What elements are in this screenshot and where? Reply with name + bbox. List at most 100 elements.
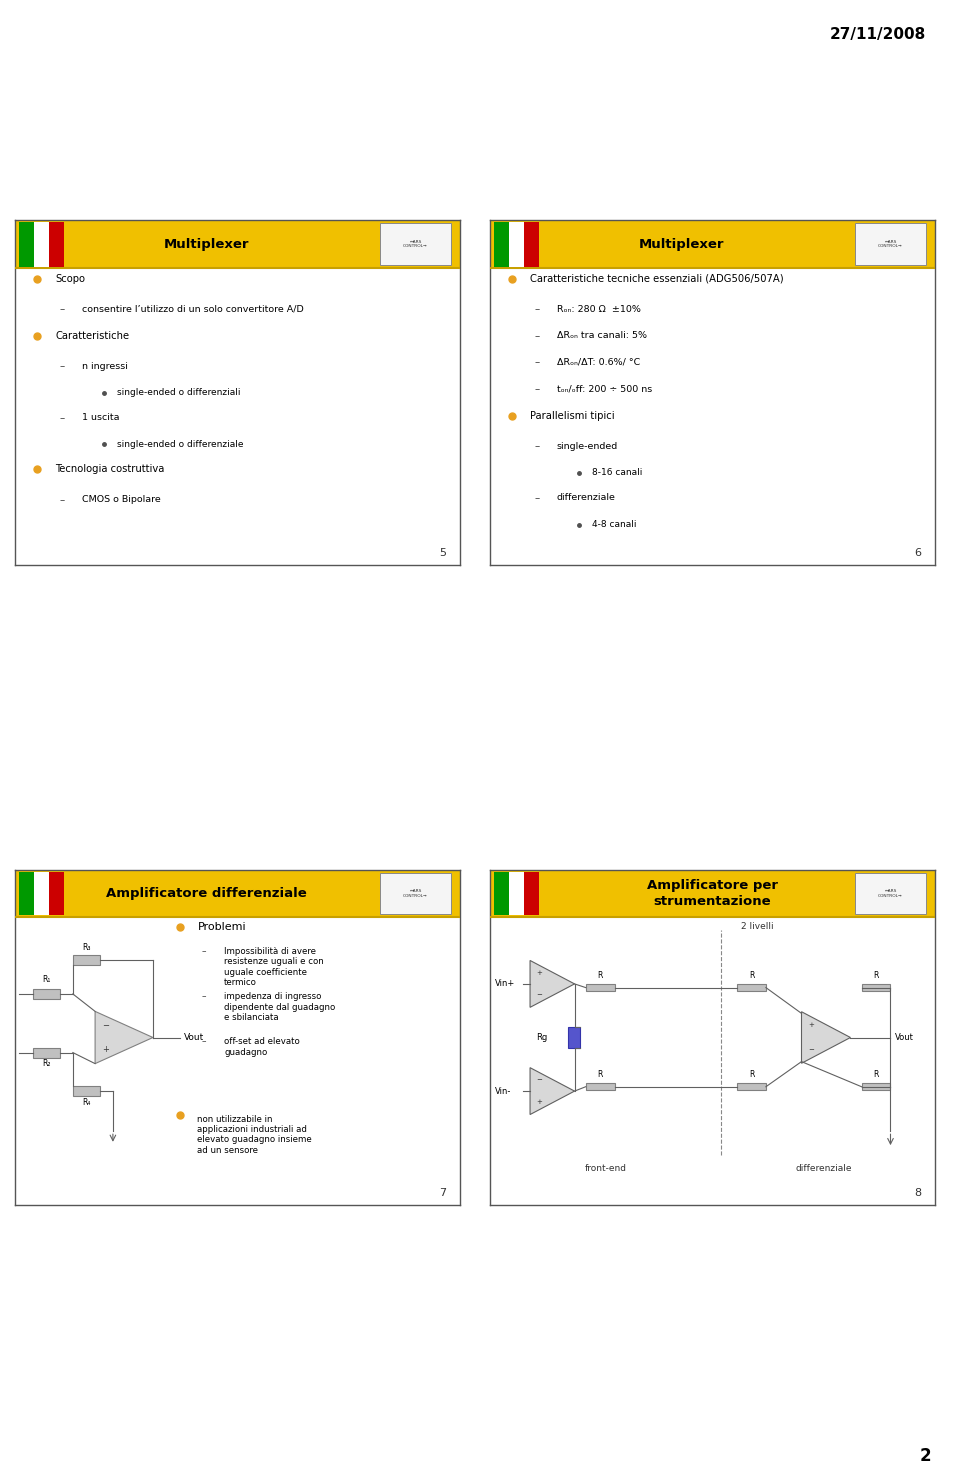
- Text: Parallelismi tipici: Parallelismi tipici: [530, 411, 614, 421]
- Text: Caratteristiche tecniche essenziali (ADG506/507A): Caratteristiche tecniche essenziali (ADG…: [530, 274, 783, 283]
- Text: R: R: [874, 1069, 879, 1078]
- Text: R₃: R₃: [82, 943, 90, 952]
- Text: −: −: [537, 1077, 542, 1083]
- Text: ←ARS
CONTROL→: ←ARS CONTROL→: [878, 240, 902, 249]
- Text: −: −: [102, 1020, 108, 1029]
- Text: Problemi: Problemi: [198, 922, 246, 931]
- Text: n ingressi: n ingressi: [82, 362, 128, 371]
- FancyBboxPatch shape: [35, 872, 49, 915]
- Text: Tecnologia costruttiva: Tecnologia costruttiva: [55, 464, 164, 475]
- FancyBboxPatch shape: [15, 219, 460, 268]
- Text: −: −: [537, 992, 542, 998]
- Text: Impossibilità di avere
resistenze uguali e con
uguale coefficiente
termico: Impossibilità di avere resistenze uguali…: [224, 948, 324, 988]
- Text: 2: 2: [920, 1447, 931, 1465]
- Text: R: R: [749, 970, 755, 980]
- FancyBboxPatch shape: [509, 222, 524, 267]
- Text: –: –: [60, 412, 64, 423]
- Text: non utilizzabile in
applicazioni industriali ad
elevato guadagno insieme
ad un s: non utilizzabile in applicazioni industr…: [198, 1115, 312, 1155]
- Text: 7: 7: [440, 1188, 446, 1198]
- Text: –: –: [535, 331, 540, 341]
- Text: +: +: [537, 970, 542, 976]
- Text: –: –: [202, 992, 206, 1001]
- Text: R: R: [749, 1069, 755, 1078]
- FancyBboxPatch shape: [490, 871, 935, 916]
- Text: 2 livelli: 2 livelli: [741, 922, 774, 931]
- Polygon shape: [95, 1011, 153, 1063]
- FancyBboxPatch shape: [568, 1028, 581, 1047]
- Text: –: –: [202, 948, 206, 957]
- Text: single-ended o differenziali: single-ended o differenziali: [117, 389, 241, 397]
- Text: R₁: R₁: [42, 974, 50, 983]
- FancyBboxPatch shape: [855, 224, 926, 265]
- FancyBboxPatch shape: [737, 983, 766, 991]
- Text: tₒₙ/ₒff: 200 ÷ 500 ns: tₒₙ/ₒff: 200 ÷ 500 ns: [557, 384, 652, 393]
- FancyBboxPatch shape: [380, 873, 451, 914]
- Text: differenziale: differenziale: [796, 1164, 852, 1173]
- Text: +: +: [808, 1022, 814, 1028]
- FancyBboxPatch shape: [19, 872, 35, 915]
- FancyBboxPatch shape: [524, 222, 539, 267]
- FancyBboxPatch shape: [49, 872, 63, 915]
- Text: off-set ad elevato
guadagno: off-set ad elevato guadagno: [224, 1038, 300, 1057]
- Text: Amplificatore differenziale: Amplificatore differenziale: [106, 887, 307, 900]
- Text: differenziale: differenziale: [557, 494, 615, 503]
- Text: 6: 6: [915, 549, 922, 558]
- Text: 1 uscita: 1 uscita: [82, 414, 119, 423]
- Polygon shape: [802, 1011, 851, 1063]
- Text: Vout: Vout: [184, 1034, 204, 1043]
- Text: R₂: R₂: [42, 1059, 51, 1068]
- Text: –: –: [202, 1038, 206, 1047]
- FancyBboxPatch shape: [524, 872, 539, 915]
- Text: ←ARS
CONTROL→: ←ARS CONTROL→: [403, 890, 428, 897]
- FancyBboxPatch shape: [73, 1086, 100, 1096]
- Text: front-end: front-end: [585, 1164, 627, 1173]
- FancyBboxPatch shape: [35, 222, 49, 267]
- Text: –: –: [60, 304, 64, 314]
- FancyBboxPatch shape: [861, 1083, 891, 1090]
- Text: ←ARS
CONTROL→: ←ARS CONTROL→: [878, 890, 902, 897]
- FancyBboxPatch shape: [855, 873, 926, 914]
- Text: –: –: [535, 384, 540, 394]
- Text: –: –: [535, 442, 540, 451]
- FancyBboxPatch shape: [490, 219, 935, 268]
- FancyBboxPatch shape: [494, 872, 509, 915]
- FancyBboxPatch shape: [19, 222, 35, 267]
- Text: Multiplexer: Multiplexer: [638, 237, 724, 251]
- Text: Vout: Vout: [895, 1034, 914, 1043]
- Text: Scopo: Scopo: [55, 274, 85, 283]
- Text: R: R: [598, 1069, 603, 1078]
- Text: R: R: [598, 970, 603, 980]
- FancyBboxPatch shape: [49, 222, 63, 267]
- Text: –: –: [60, 495, 64, 504]
- Text: −: −: [808, 1047, 814, 1053]
- FancyBboxPatch shape: [15, 871, 460, 916]
- FancyBboxPatch shape: [494, 222, 509, 267]
- Polygon shape: [530, 1068, 574, 1115]
- FancyBboxPatch shape: [586, 983, 614, 991]
- Text: 4-8 canali: 4-8 canali: [592, 521, 636, 529]
- FancyBboxPatch shape: [586, 1083, 614, 1090]
- Text: –: –: [535, 492, 540, 503]
- Text: consentire l’utilizzo di un solo convertitore A/D: consentire l’utilizzo di un solo convert…: [82, 304, 303, 313]
- Text: ΔRₒₙ tra canali: 5%: ΔRₒₙ tra canali: 5%: [557, 331, 647, 340]
- Text: –: –: [535, 357, 540, 368]
- Text: ΔRₒₙ/ΔT: 0.6%/ °C: ΔRₒₙ/ΔT: 0.6%/ °C: [557, 357, 640, 366]
- Text: Vin-: Vin-: [494, 1087, 511, 1096]
- Text: R₄: R₄: [82, 1099, 90, 1108]
- Text: Amplificatore per
strumentazione: Amplificatore per strumentazione: [647, 879, 778, 908]
- Text: Rₒₙ: 280 Ω  ±10%: Rₒₙ: 280 Ω ±10%: [557, 304, 640, 313]
- Text: +: +: [102, 1046, 108, 1054]
- Text: –: –: [535, 304, 540, 314]
- Text: R: R: [874, 970, 879, 980]
- Text: single-ended: single-ended: [557, 442, 618, 451]
- Text: 8: 8: [915, 1188, 922, 1198]
- Text: Vin+: Vin+: [494, 979, 515, 988]
- Text: impedenza di ingresso
dipendente dal guadagno
e sbilanciata: impedenza di ingresso dipendente dal gua…: [224, 992, 335, 1022]
- Text: CMOS o Bipolare: CMOS o Bipolare: [82, 495, 160, 504]
- Text: Caratteristiche: Caratteristiche: [55, 331, 130, 341]
- Text: 8-16 canali: 8-16 canali: [592, 469, 643, 478]
- FancyBboxPatch shape: [509, 872, 524, 915]
- Polygon shape: [530, 961, 574, 1007]
- Text: –: –: [60, 360, 64, 371]
- FancyBboxPatch shape: [380, 224, 451, 265]
